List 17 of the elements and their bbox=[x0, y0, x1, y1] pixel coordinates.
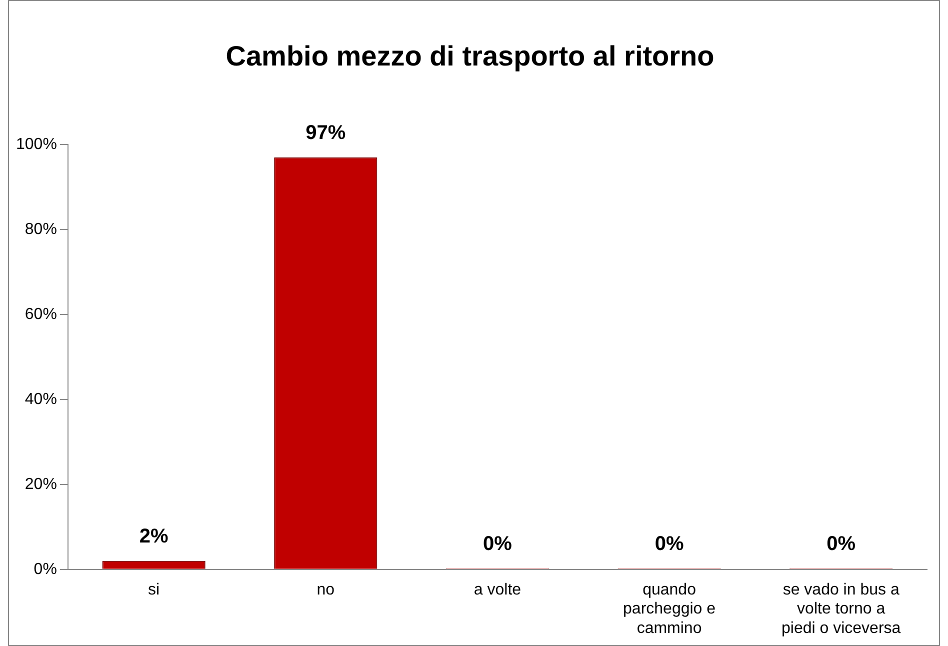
x-tick-label: a volte bbox=[474, 581, 522, 598]
y-tick-label: 100% bbox=[16, 136, 57, 154]
y-tick-label: 0% bbox=[34, 560, 57, 578]
y-tick-label: 80% bbox=[24, 220, 57, 238]
data-label: 97% bbox=[306, 122, 346, 144]
x-tick-label: quando parcheggio e cammino bbox=[623, 581, 716, 637]
y-tick-label: 20% bbox=[24, 476, 57, 493]
data-label: 0% bbox=[654, 532, 684, 555]
y-tick-label: 40% bbox=[24, 390, 57, 408]
y-tick-label: 60% bbox=[24, 306, 57, 323]
x-tick-label: se vado in bus a volte torno a piedi o viceversa bbox=[782, 581, 901, 637]
x-tick-label: si bbox=[148, 581, 160, 598]
data-label: 0% bbox=[826, 532, 856, 555]
data-label: 0% bbox=[483, 532, 512, 555]
chart-title: Cambio mezzo di trasporto al ritorno bbox=[226, 40, 714, 72]
x-tick-label: no bbox=[316, 581, 335, 598]
data-label: 2% bbox=[139, 525, 168, 548]
